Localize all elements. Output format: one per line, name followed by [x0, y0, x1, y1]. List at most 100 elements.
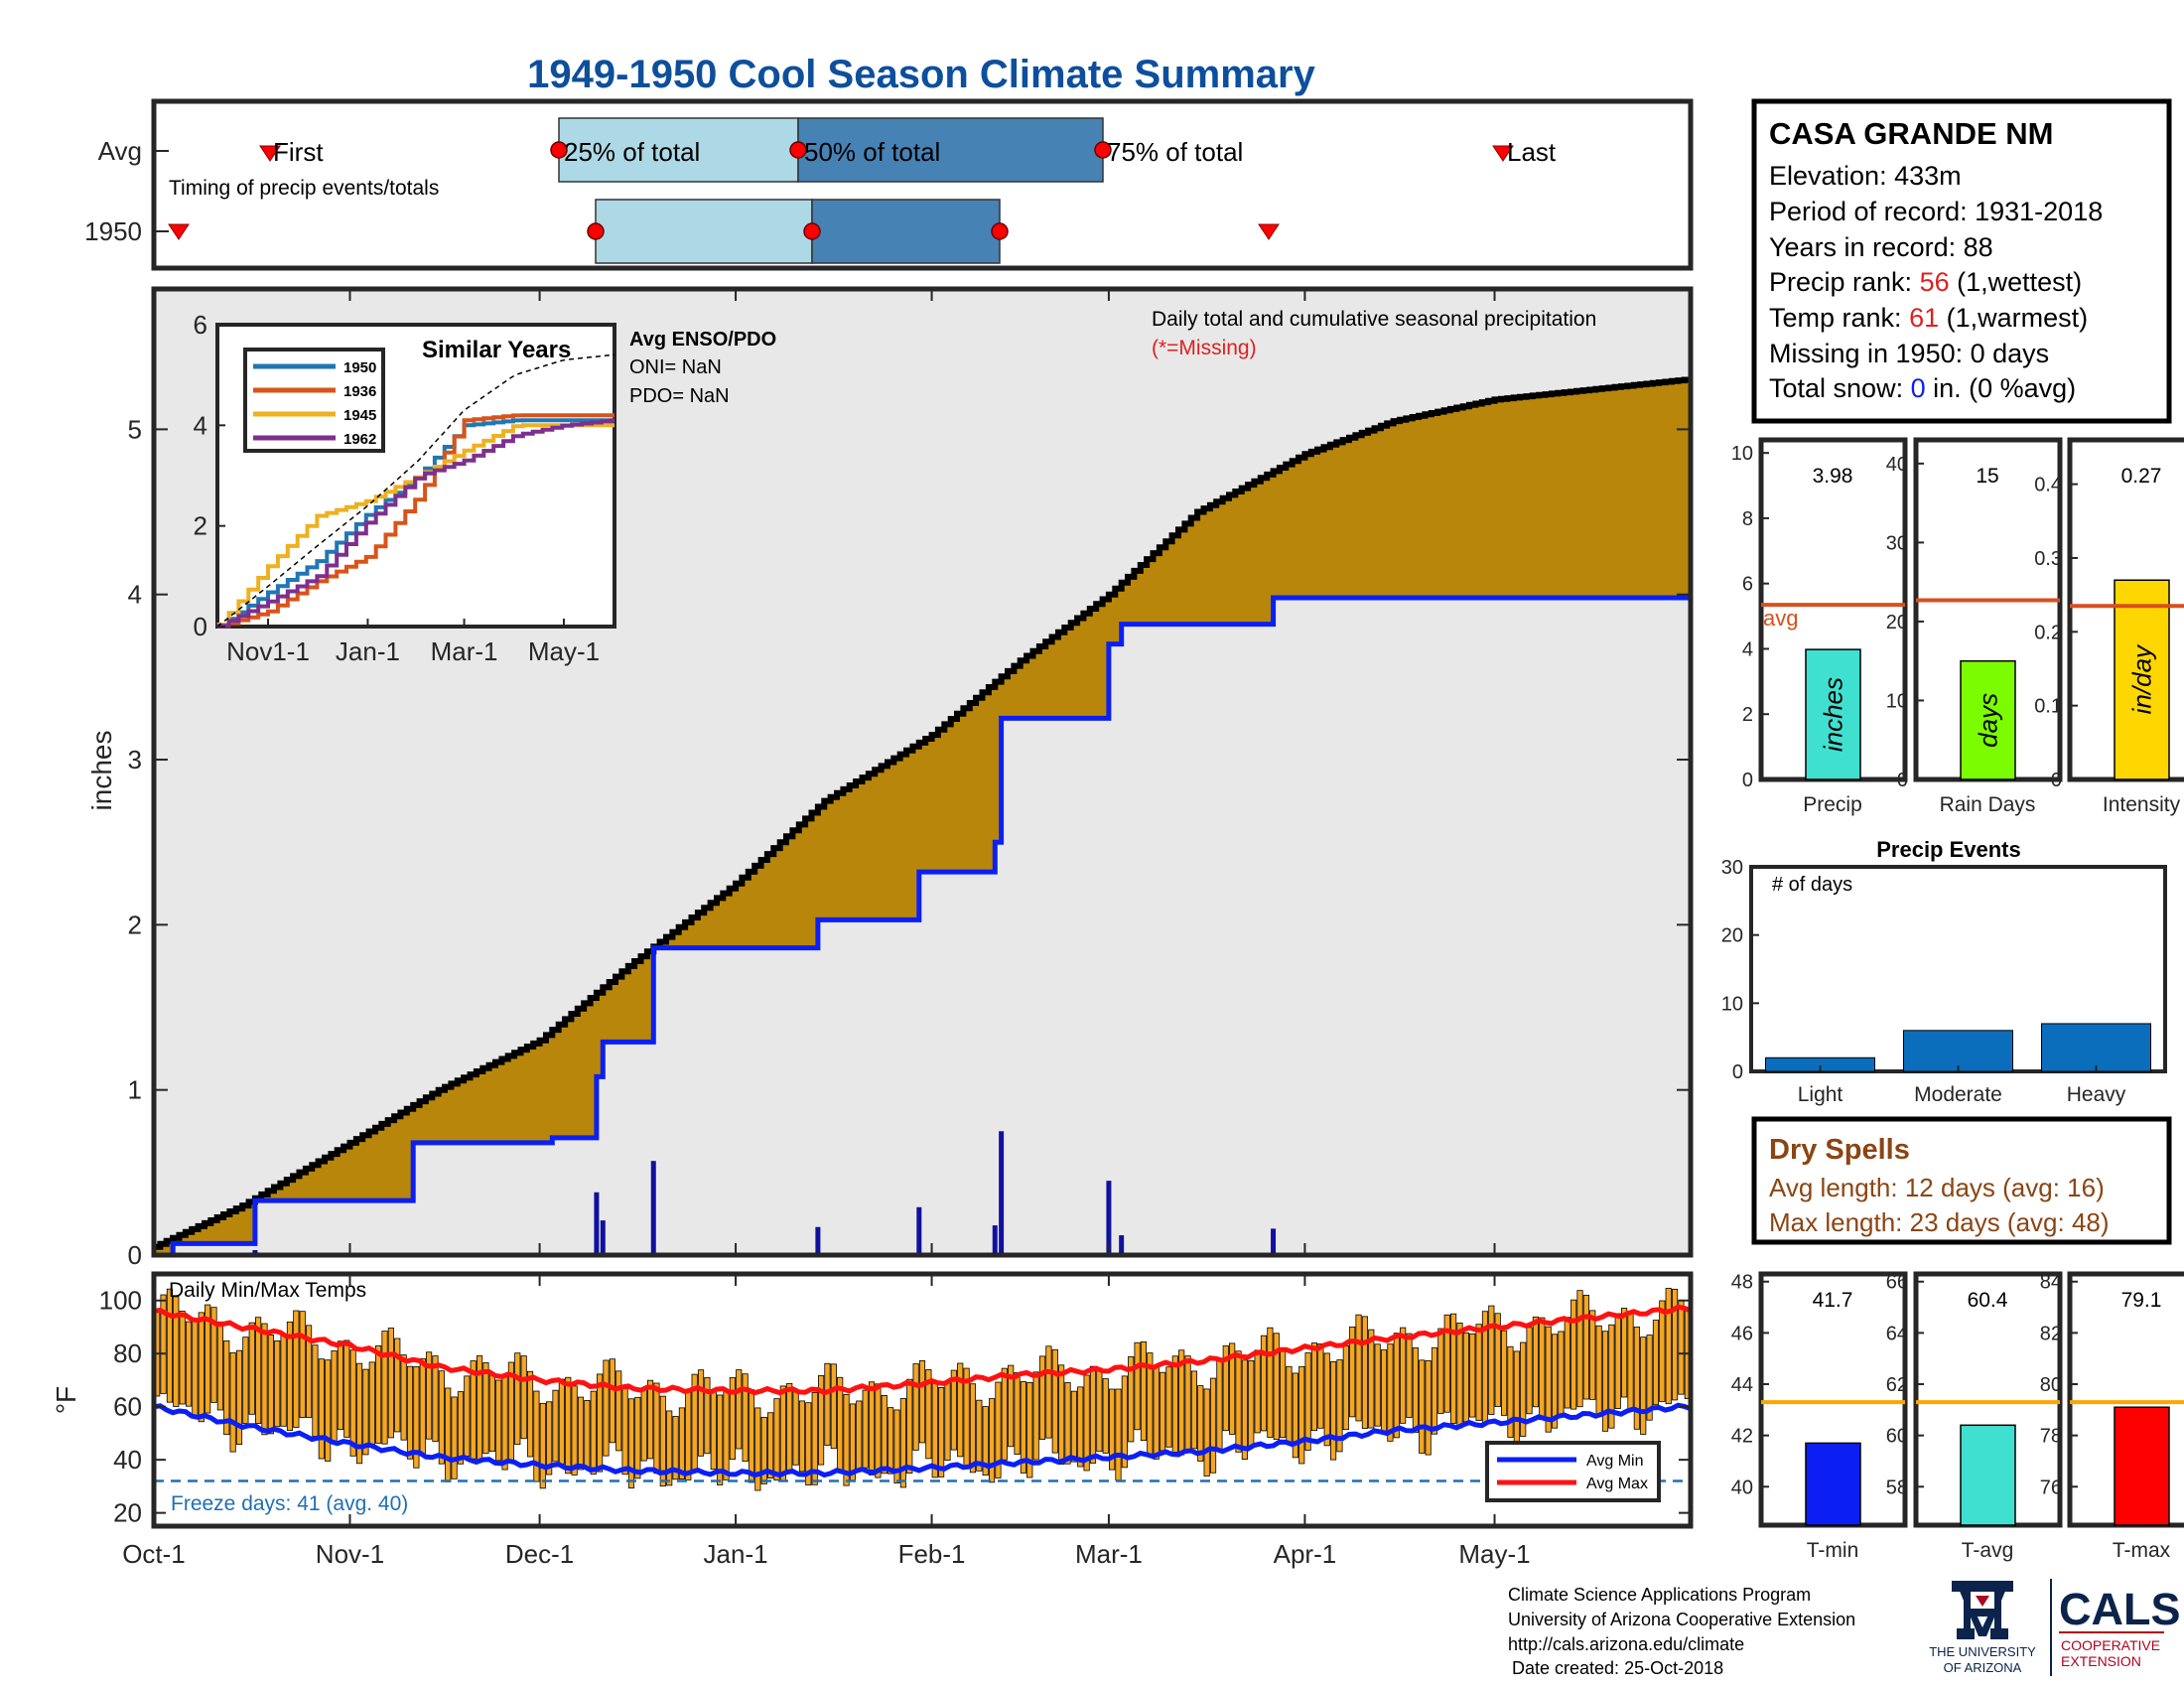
- daily-temp-bar: [1462, 1332, 1469, 1423]
- temp-bar-t-max: [2114, 1406, 2170, 1526]
- daily-temp-bar: [1001, 1367, 1008, 1461]
- summary-bar-rain-days: [1960, 659, 2016, 780]
- temp-panel-ytick-label: 60: [1886, 1426, 1908, 1448]
- daily-temp-bar: [1089, 1365, 1097, 1464]
- station-missing: Missing in 1950: 0 days: [1769, 339, 2049, 368]
- daily-temp-bar: [887, 1407, 894, 1475]
- daily-temp-bar: [1601, 1331, 1609, 1432]
- daily-temp-bar: [1286, 1365, 1293, 1444]
- daily-temp-bar: [982, 1406, 989, 1477]
- daily-temp-bar: [318, 1358, 325, 1460]
- daily-temp-bar: [590, 1390, 597, 1476]
- daily-temp-bar: [1576, 1290, 1583, 1408]
- daily-temp-bar: [1380, 1349, 1388, 1434]
- daily-temp-bar: [1115, 1388, 1122, 1481]
- temp-ytick-label: 80: [113, 1338, 142, 1368]
- temp-panel-ytick-label: 78: [2040, 1426, 2062, 1448]
- daily-temp-bar: [1329, 1361, 1337, 1461]
- temp-panel-ytick-label: 64: [1886, 1323, 1908, 1344]
- daily-temp-bar: [445, 1387, 452, 1482]
- daily-temp-bar: [1374, 1343, 1381, 1427]
- daily-temp-bar: [419, 1357, 426, 1457]
- daily-temp-bar: [640, 1387, 647, 1462]
- daily-temp-bar: [1640, 1336, 1647, 1435]
- daily-temp-bar: [659, 1395, 666, 1487]
- daily-temp-bar: [704, 1377, 711, 1455]
- temp-title: Daily Min/Max Temps: [169, 1279, 366, 1302]
- temp-xtick-label: Oct-1: [122, 1539, 186, 1569]
- daily-temp-bar: [1222, 1345, 1229, 1432]
- daily-temp-bar: [1469, 1333, 1476, 1418]
- daily-temp-bar: [426, 1351, 433, 1440]
- daily-temp-bar: [925, 1369, 932, 1460]
- summary-bar-unit: inches: [1819, 677, 1848, 752]
- main-ytick-label: 2: [128, 910, 142, 939]
- daily-temp-bar: [1273, 1333, 1280, 1441]
- summary-bar-precip: [1805, 648, 1861, 780]
- summary-ytick-label: 0.3: [2034, 548, 2062, 570]
- daily-temp-bar: [957, 1362, 964, 1458]
- summary-ytick-label: 0.4: [2034, 475, 2062, 496]
- inset-legend-label-1950: 1950: [343, 359, 376, 376]
- daily-temp-bar: [1678, 1299, 1685, 1395]
- temp-ytick-label: 100: [99, 1286, 142, 1316]
- daily-temp-bar: [969, 1383, 977, 1474]
- events-xtick-label: Light: [1798, 1083, 1843, 1106]
- dry-spells-max: Max length: 23 days (avg: 48): [1769, 1207, 2110, 1237]
- daily-temp-bar: [717, 1394, 724, 1485]
- daily-temp-bar: [539, 1402, 546, 1489]
- temp-panel-ytick-label: 84: [2040, 1272, 2062, 1294]
- daily-temp-bar: [179, 1311, 186, 1405]
- daily-temp-bar: [1406, 1333, 1413, 1418]
- dry-spells-title: Dry Spells: [1769, 1134, 1910, 1166]
- daily-temp-bar: [1216, 1359, 1223, 1451]
- timing-year-last-marker: [1258, 223, 1280, 240]
- daily-temp-bar: [552, 1389, 559, 1463]
- summary-bar-value: 15: [1976, 465, 1998, 488]
- daily-temp-bar: [400, 1354, 407, 1441]
- summary-ytick-label: 0: [2051, 770, 2062, 791]
- daily-temp-bar: [438, 1370, 445, 1465]
- temp-bar-label: T-max: [2113, 1539, 2171, 1562]
- summary-ytick-label: 8: [1742, 508, 1753, 530]
- summary-ytick-label: 40: [1886, 454, 1908, 476]
- daily-temp-bar: [1070, 1390, 1077, 1463]
- footer-credits: Climate Science Applications Program Uni…: [1508, 1585, 1855, 1678]
- daily-precip-bar: [916, 1206, 922, 1255]
- daily-temp-bar: [666, 1410, 673, 1486]
- daily-precip-bar: [1119, 1235, 1125, 1255]
- daily-precip-bar: [1271, 1228, 1277, 1255]
- temp-xtick-label: Dec-1: [505, 1539, 574, 1569]
- temp-bar-value: 60.4: [1968, 1289, 2008, 1312]
- daily-temp-bar: [931, 1381, 938, 1478]
- daily-precip-bar: [815, 1226, 821, 1255]
- daily-temp-bar: [1633, 1327, 1640, 1430]
- daily-temp-bar: [653, 1382, 660, 1475]
- daily-temp-bar: [464, 1375, 471, 1457]
- daily-temp-bar: [1595, 1325, 1602, 1416]
- timing-year-box-q2: [811, 199, 1001, 264]
- daily-temp-bar: [501, 1374, 508, 1471]
- daily-temp-bar: [235, 1349, 243, 1445]
- daily-temp-bar: [1494, 1313, 1501, 1408]
- daily-temp-bar: [912, 1363, 919, 1451]
- events-xtick-label: Heavy: [2067, 1083, 2126, 1106]
- temp-panel-ytick-label: 76: [2040, 1477, 2062, 1498]
- daily-temp-bar: [1197, 1385, 1204, 1462]
- daily-temp-bar: [1045, 1345, 1052, 1439]
- daily-temp-bar: [1361, 1316, 1369, 1429]
- daily-temp-bar: [394, 1337, 401, 1433]
- daily-temp-bar: [362, 1368, 369, 1456]
- summary-ytick-label: 0: [1742, 770, 1753, 791]
- daily-temp-bar: [830, 1363, 837, 1450]
- daily-temp-bar: [1456, 1323, 1463, 1429]
- summary-bar-unit: days: [1974, 693, 2003, 748]
- dry-spells-panel: Dry Spells Avg length: 12 days (avg: 16)…: [1751, 1116, 2172, 1245]
- inset-xtick-label: Jan-1: [336, 636, 400, 666]
- daily-temp-bar: [242, 1336, 249, 1425]
- inset-avg-line: [216, 353, 615, 628]
- timing-year-label: 1950: [84, 216, 142, 246]
